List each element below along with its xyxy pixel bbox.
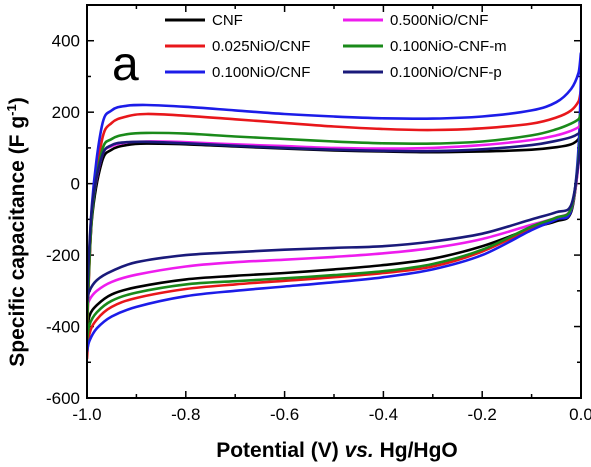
x-axis-title: Potential (V) vs. Hg/HgO [216,439,458,462]
y-axis-title: Specific capacitance (F g-1) [4,97,29,367]
y-tick-labels: -600 -400 -200 0 200 400 [46,32,80,408]
y-tick-label: -600 [46,389,80,408]
plot-frame [86,4,582,399]
x-tick-labels: -1.0 -0.8 -0.6 -0.4 -0.2 0.0 [72,405,591,424]
x-axis-title-prefix: Potential (V) [216,439,344,462]
legend: CNF 0.025NiO/CNF 0.100NiO/CNF 0.500NiO/CNF 0… [165,12,507,81]
series-lines [87,51,581,360]
series-line-2 [87,89,581,360]
x-tick-label: -0.2 [468,405,497,424]
x-tick-label: 0.0 [569,405,591,424]
legend-label: 0.025NiO/CNF [212,38,310,55]
y-axis-title-sup: -1 [4,104,19,116]
y-tick-label: -200 [46,246,80,265]
legend-label: 0.100NiO-CNF-m [390,38,507,55]
series-line-5 [87,112,581,343]
panel-label: a [112,38,139,91]
x-tick-label: -0.8 [171,405,200,424]
legend-label: 0.100NiO/CNF-p [390,64,502,81]
x-axis-title-suffix: Hg/HgO [374,439,458,462]
y-tick-label: 400 [52,32,80,51]
legend-label: CNF [212,12,243,29]
y-tick-label: -400 [46,318,80,337]
x-axis-title-italic: vs. [345,439,374,462]
legend-label: 0.500NiO/CNF [390,12,488,29]
tick-marks [86,4,582,399]
y-axis-title-base: Specific capacitance (F g [6,116,29,367]
y-axis-title-close: ) [6,97,29,104]
x-tick-label: -0.4 [369,405,398,424]
legend-label: 0.100NiO/CNF [212,64,310,81]
x-tick-label: -0.6 [270,405,299,424]
series-line-3 [87,51,581,353]
y-tick-label: 200 [52,103,80,122]
y-tick-label: 0 [71,175,80,194]
x-tick-label: -1.0 [72,405,101,424]
